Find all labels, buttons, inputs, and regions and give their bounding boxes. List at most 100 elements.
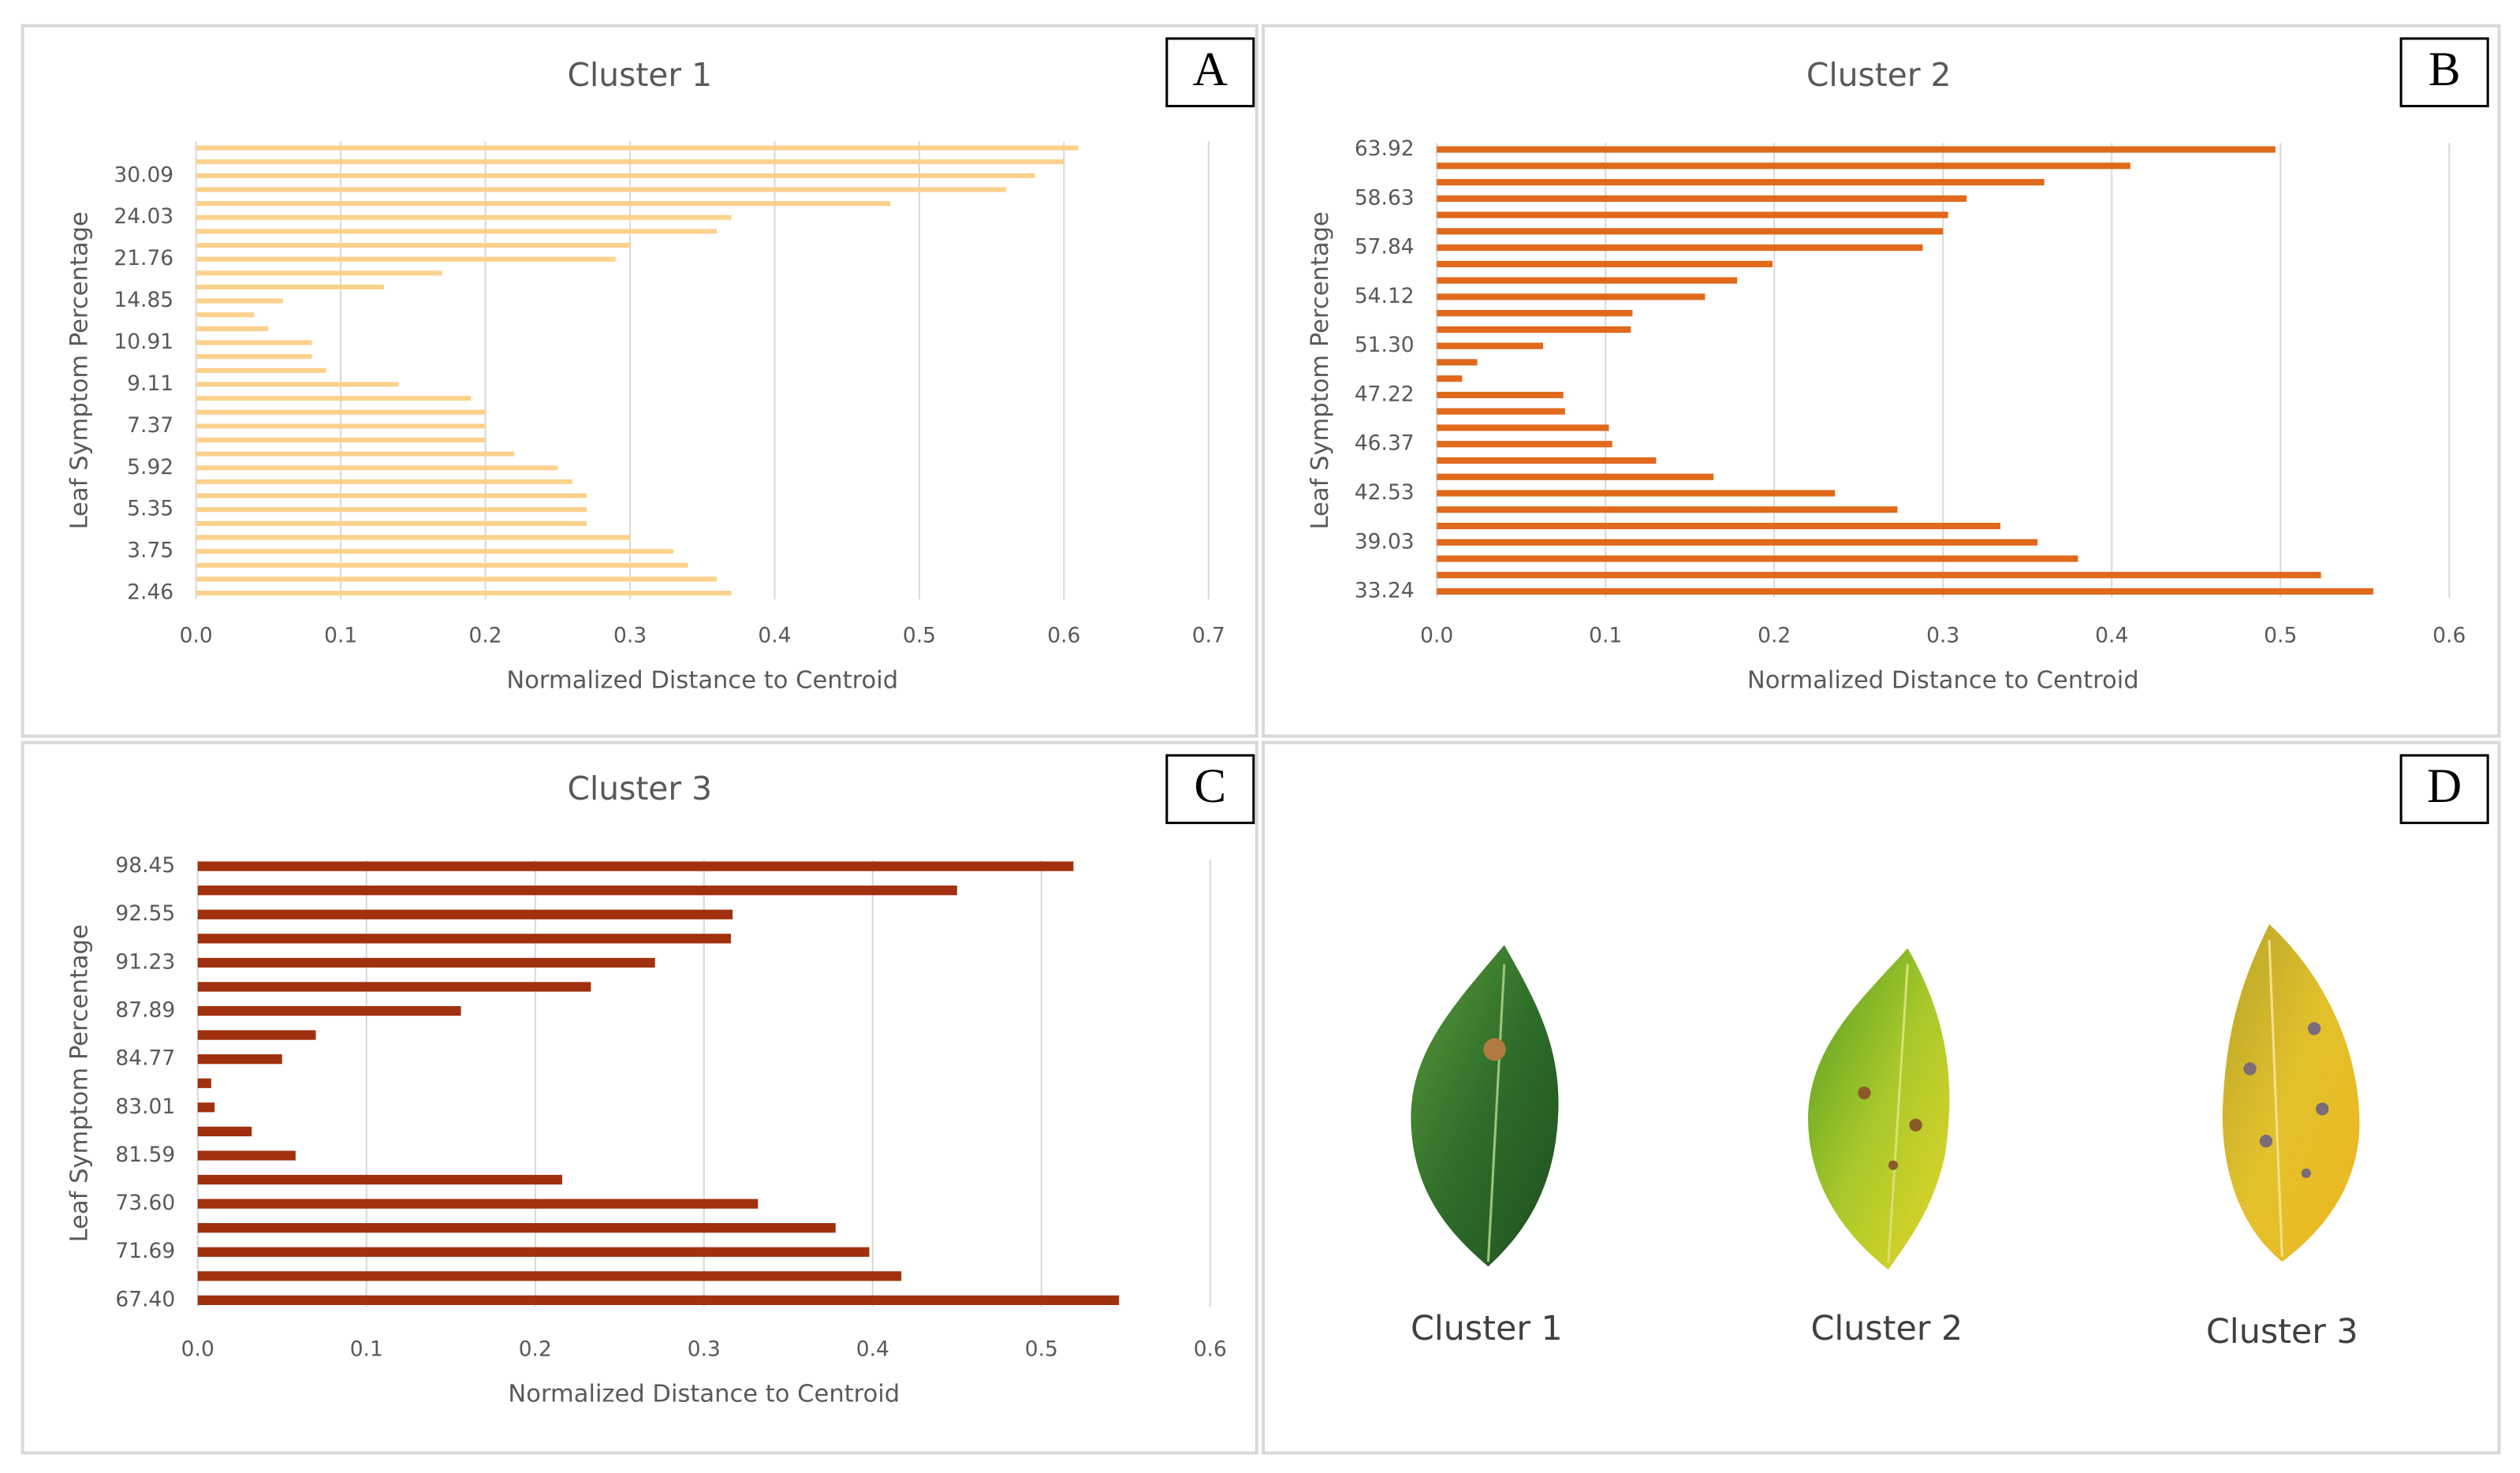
leaf-panel: D Cluster 1 Cluster 2 Cluster 3 (1411, 754, 2489, 1352)
bar (196, 201, 891, 207)
y-tick-label: 10.91 (114, 330, 173, 354)
bar (196, 562, 688, 568)
bar (197, 1078, 211, 1088)
bar (196, 409, 486, 415)
bar (1437, 146, 2276, 153)
panel-d-frame (1262, 740, 2501, 1455)
x-tick-label: 0.1 (350, 1337, 383, 1362)
y-tick-label: 7.37 (127, 413, 173, 438)
y-tick-label: 54.12 (1355, 284, 1415, 308)
bar (1437, 391, 1564, 399)
panel-c-frame (21, 740, 1258, 1455)
bar (196, 354, 312, 360)
y-tick-label: 46.37 (1355, 431, 1415, 456)
bar (196, 479, 572, 485)
x-tick-label: 0.2 (469, 624, 502, 648)
leaf-spot (2301, 1168, 2311, 1178)
bar (1437, 162, 2130, 170)
bar (196, 312, 255, 318)
bar (197, 1150, 296, 1161)
bar (197, 909, 733, 919)
bar (197, 1295, 1120, 1306)
bar (197, 1102, 215, 1113)
bar (197, 1054, 282, 1065)
panel-letter-box (2399, 37, 2489, 108)
bar (1437, 587, 2373, 595)
bar (1437, 228, 1944, 235)
x-tick-label: 0.0 (180, 624, 213, 648)
x-tick-label: 0.2 (1758, 624, 1791, 648)
bar (196, 270, 442, 276)
leaf-spot (2243, 1062, 2257, 1076)
leaf-vein (1486, 964, 1506, 1262)
y-tick-label: 63.92 (1355, 136, 1415, 161)
bar (1437, 342, 1544, 349)
y-tick-label: 81.59 (115, 1143, 175, 1167)
x-tick-label: 0.5 (903, 624, 936, 648)
y-tick-label: 9.11 (127, 371, 173, 396)
x-tick-label: 0.0 (1420, 624, 1453, 648)
bar (196, 465, 558, 471)
panel-letter: D (2427, 760, 2462, 813)
bar (1437, 539, 2038, 546)
y-tick-label: 2.46 (127, 580, 173, 605)
bar (1437, 424, 1609, 431)
leaf-label: Cluster 3 (2206, 1312, 2358, 1352)
y-tick-label: 71.69 (115, 1239, 175, 1263)
x-tick-label: 0.4 (856, 1337, 889, 1362)
bar (196, 256, 616, 262)
bar (196, 298, 283, 304)
x-axis-title: Normalized Distance to Centroid (1747, 667, 2139, 695)
y-tick-label: 84.77 (115, 1046, 175, 1071)
y-tick-label: 5.92 (127, 455, 173, 479)
x-tick-label: 0.5 (2264, 624, 2297, 648)
y-axis-title: Leaf Symptom Percentage (65, 211, 93, 529)
bar (1437, 326, 1631, 333)
chart-title: Cluster 3 (568, 770, 713, 807)
y-tick-label: 83.01 (115, 1094, 175, 1119)
x-tick-label: 0.1 (324, 624, 357, 648)
panel-b-frame (1262, 24, 2501, 738)
bar (1437, 211, 1948, 218)
y-tick-label: 57.84 (1355, 235, 1415, 259)
y-tick-label: 91.23 (115, 949, 175, 974)
bar (196, 437, 486, 443)
y-tick-label: 24.03 (114, 204, 173, 229)
bar (196, 507, 587, 513)
bar (197, 1030, 316, 1040)
bar (196, 187, 1006, 192)
leaf-vein (1887, 964, 1909, 1264)
leaf-spot (1483, 1038, 1506, 1061)
x-tick-label: 0.3 (688, 1337, 721, 1362)
y-tick-label: 33.24 (1355, 579, 1415, 603)
y-tick-label: 58.63 (1355, 185, 1415, 210)
bar (196, 591, 732, 596)
leaf-image (1411, 945, 1559, 1267)
bar (1437, 195, 1967, 202)
y-axis-title: Leaf Symptom Percentage (65, 924, 93, 1242)
y-tick-label: 98.45 (115, 853, 175, 878)
bar (1437, 375, 1463, 382)
y-tick-label: 51.30 (1355, 333, 1415, 357)
bar (1437, 293, 1705, 300)
bar (197, 1199, 759, 1209)
x-tick-label: 0.1 (1589, 624, 1622, 648)
x-tick-label: 0.6 (1047, 624, 1080, 648)
panel-letter-box (1165, 754, 1255, 825)
bar (1437, 260, 1773, 267)
leaf-label: Cluster 1 (1411, 1309, 1563, 1348)
y-tick-label: 87.89 (115, 998, 175, 1023)
x-axis-title: Normalized Distance to Centroid (506, 667, 898, 695)
panel-letter: C (1194, 760, 1226, 813)
bar (197, 861, 1074, 871)
leaf-label: Cluster 2 (1811, 1309, 1963, 1348)
bar (1437, 408, 1565, 415)
bar (196, 284, 385, 290)
bar (196, 520, 587, 526)
y-tick-label: 30.09 (114, 162, 173, 187)
bar (196, 535, 631, 540)
bar (197, 1247, 870, 1257)
bar (1437, 359, 1478, 366)
panel-a-frame (21, 24, 1258, 738)
